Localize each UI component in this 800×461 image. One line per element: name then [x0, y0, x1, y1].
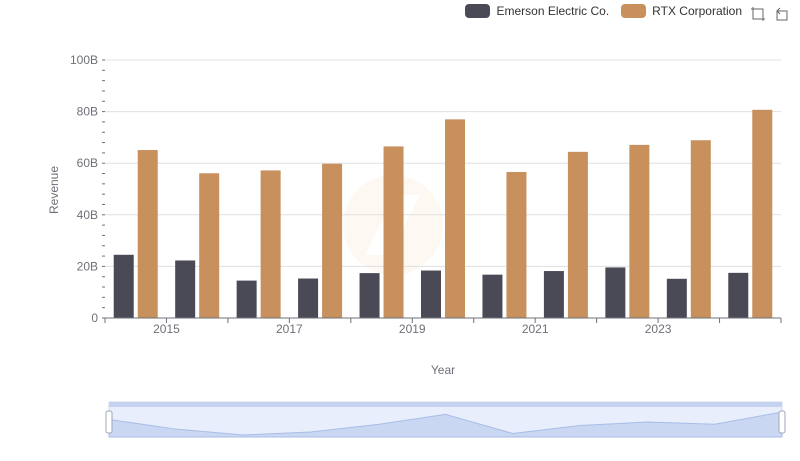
y-axis-ticks: 0 20B 40B 60B 80B 100B [70, 53, 105, 325]
x-axis-title: Year [431, 363, 455, 377]
y-axis-title: Revenue [47, 166, 61, 214]
zoom-handle-left[interactable] [105, 410, 113, 434]
bar-emerson-2017[interactable] [298, 278, 319, 318]
legend-label-emerson: Emerson Electric Co. [496, 4, 610, 18]
chart-toolbox [750, 6, 790, 22]
bar-rtx-2020[interactable] [506, 171, 527, 318]
x-tick-label: 2023 [645, 322, 672, 336]
x-tick-label: 2017 [276, 322, 303, 336]
x-tick-label: 2019 [399, 322, 426, 336]
y-tick-label: 20B [77, 259, 98, 273]
y-tick-label: 40B [77, 208, 98, 222]
data-zoom-slider[interactable] [105, 401, 786, 438]
bar-rtx-2024[interactable] [752, 109, 773, 318]
chart-legend: Emerson Electric Co. RTX Corporation [465, 4, 742, 18]
y-tick-label: 80B [77, 105, 98, 119]
bar-rtx-2017[interactable] [322, 163, 343, 318]
bar-rtx-2021[interactable] [567, 151, 588, 318]
bar-emerson-2023[interactable] [666, 278, 687, 318]
bar-rtx-2019[interactable] [445, 119, 465, 318]
x-tick-label: 2021 [522, 322, 549, 336]
legend-swatch-emerson [465, 4, 491, 18]
restore-icon[interactable] [774, 6, 790, 22]
x-tick-label: 2015 [153, 322, 180, 336]
y-tick-label: 100B [70, 53, 98, 67]
bar-rtx-2015[interactable] [199, 173, 220, 318]
bar-emerson-2016[interactable] [236, 280, 257, 318]
x-axis: 2015 2017 2019 2021 2023 [104, 317, 782, 336]
bar-emerson-2018[interactable] [359, 273, 380, 318]
y-tick-label: 0 [91, 311, 98, 325]
bar-emerson-2024[interactable] [728, 272, 749, 318]
zoom-icon[interactable] [750, 6, 766, 22]
bar-rtx-2016[interactable] [260, 170, 281, 318]
legend-item-rtx[interactable]: RTX Corporation [621, 4, 742, 18]
bars [113, 109, 773, 318]
y-tick-label: 60B [77, 156, 98, 170]
legend-item-emerson[interactable]: Emerson Electric Co. [465, 4, 609, 18]
bar-rtx-2014[interactable] [137, 150, 158, 318]
legend-swatch-rtx [621, 4, 647, 18]
bar-rtx-2018[interactable] [383, 146, 404, 318]
bar-emerson-2022[interactable] [605, 267, 626, 318]
zoom-handle-right[interactable] [778, 410, 786, 434]
bar-emerson-2015[interactable] [175, 260, 196, 318]
zoom-top-bar[interactable] [109, 402, 782, 407]
bar-emerson-2019[interactable] [421, 270, 441, 318]
bar-rtx-2022[interactable] [629, 144, 650, 318]
bar-rtx-2023[interactable] [690, 140, 711, 318]
bar-emerson-2021[interactable] [543, 271, 564, 318]
legend-label-rtx: RTX Corporation [652, 4, 742, 18]
bar-emerson-2020[interactable] [482, 274, 503, 318]
bar-emerson-2014[interactable] [113, 254, 134, 318]
